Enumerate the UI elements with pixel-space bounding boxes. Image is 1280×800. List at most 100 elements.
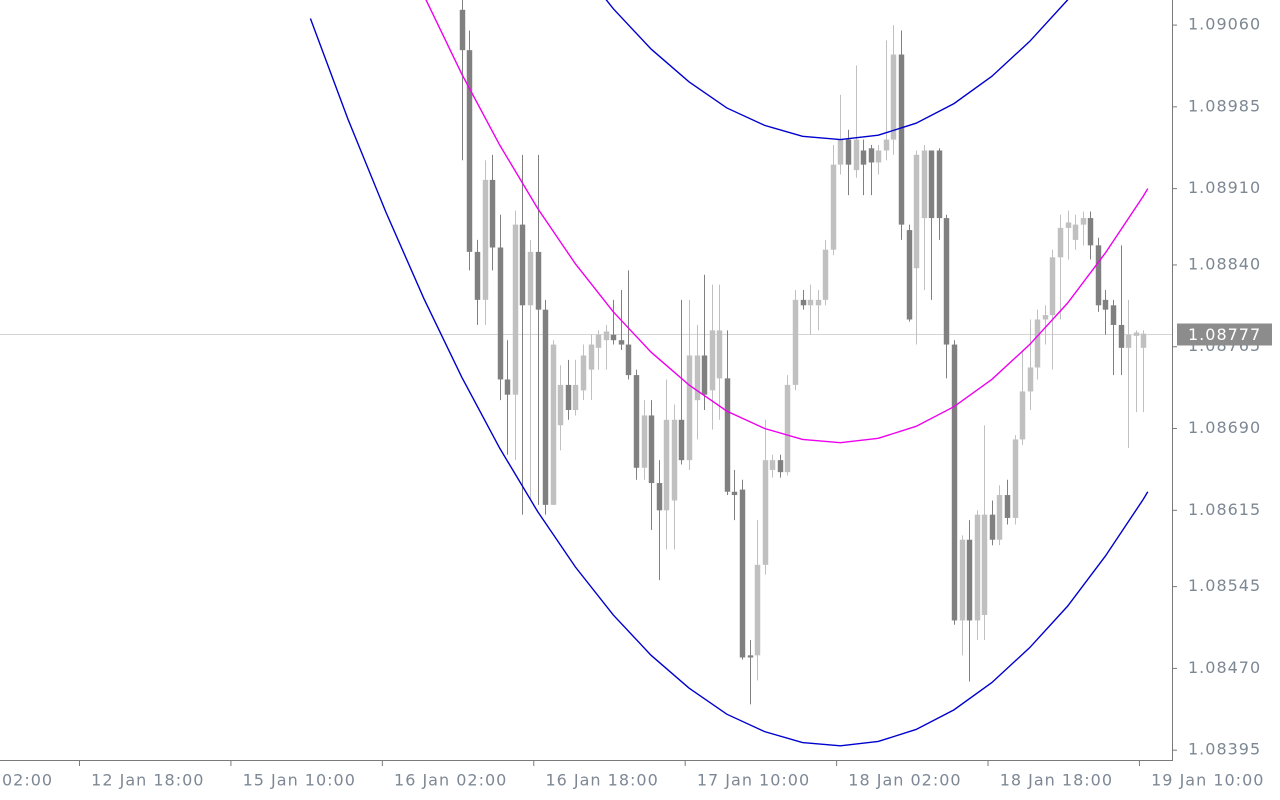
candle-body (618, 340, 625, 345)
candle-body (792, 299, 799, 385)
candle-body (588, 344, 595, 370)
candle-body (1095, 245, 1102, 306)
candle-body (656, 483, 663, 511)
candle-body (777, 460, 784, 473)
candle-body (557, 384, 564, 426)
x-tick-label: 02:00 (2, 771, 53, 790)
candle-body (724, 378, 731, 492)
candle-body (747, 655, 754, 658)
candle-body (1125, 334, 1132, 348)
y-tick-label: 1.08910 (1188, 178, 1261, 197)
candle-body (474, 251, 481, 300)
candle-body (815, 299, 822, 306)
y-tick-label: 1.08985 (1188, 96, 1261, 115)
candle-body (1065, 222, 1072, 228)
candle-body (1072, 224, 1079, 240)
candle-body (550, 344, 557, 505)
candle-body (1118, 324, 1125, 348)
candle-body (1102, 299, 1109, 310)
x-tick-label: 19 Jan 10:00 (1151, 771, 1264, 790)
candle-body (565, 384, 572, 410)
channel-line (309, 18, 1149, 747)
x-tick-label: 18 Jan 18:00 (1000, 771, 1113, 790)
candle-body (542, 309, 549, 505)
candle-body (580, 355, 587, 391)
candle-body (845, 139, 852, 165)
candle-body (868, 148, 875, 163)
candle-body (716, 330, 723, 379)
candle-body (663, 419, 670, 511)
candle-body (769, 460, 776, 470)
candle-body (936, 150, 943, 219)
channel-line (425, 0, 1149, 444)
candle-body (519, 224, 526, 306)
plot-area (0, 0, 1172, 747)
candle-body (595, 334, 602, 348)
candle-body (762, 460, 769, 565)
x-tick-label: 15 Jan 10:00 (243, 771, 356, 790)
candle-body (527, 251, 534, 306)
candle-body (959, 539, 966, 621)
candle-body (641, 415, 648, 468)
candle-body (822, 249, 829, 300)
candle-body (928, 150, 935, 219)
candle-body (504, 379, 511, 395)
candle-body (860, 150, 867, 165)
y-tick-label: 1.08395 (1188, 740, 1261, 759)
candle-body (482, 179, 489, 300)
candle-body (1080, 218, 1087, 225)
candle-body (807, 299, 814, 306)
candle-body (943, 218, 950, 345)
candle-body (1034, 319, 1041, 368)
candle-body (678, 419, 685, 461)
candle-body (1049, 257, 1056, 316)
candle-body (694, 355, 701, 401)
candle-body (1140, 333, 1147, 348)
x-tick-label: 16 Jan 02:00 (394, 771, 507, 790)
candle-body (974, 514, 981, 621)
candle-body (989, 514, 996, 540)
candle-body (648, 415, 655, 484)
candle-body (906, 230, 913, 320)
candle-body (837, 139, 844, 165)
candle-body (981, 514, 988, 615)
candle-body (633, 375, 640, 468)
candle-body (625, 344, 632, 376)
candle-body (921, 150, 928, 219)
candle-body (754, 564, 761, 656)
candle-body (1110, 305, 1117, 325)
candle-body (784, 384, 791, 473)
y-tick-label: 1.08690 (1188, 418, 1261, 437)
candle-body (497, 247, 504, 380)
y-tick-label: 1.08470 (1188, 658, 1261, 677)
candle-body (1042, 315, 1049, 320)
candle-body (1019, 391, 1026, 440)
candle-body (898, 54, 905, 225)
candle-body (1012, 439, 1019, 518)
candle-body (709, 330, 716, 391)
candle-body (883, 139, 890, 151)
candle-body (1087, 218, 1094, 246)
candle-body (951, 344, 958, 621)
candle-body (996, 495, 1003, 540)
candle-body (535, 251, 542, 310)
current-price-label: 1.08777 (1188, 325, 1261, 344)
candle-body (489, 179, 496, 248)
candle-body (875, 150, 882, 163)
axes: 1.090601.089851.089101.088401.087651.086… (2, 15, 1272, 790)
candle-body (701, 355, 708, 395)
y-tick-label: 1.08615 (1188, 500, 1261, 519)
channel-line (605, 0, 1069, 141)
candle-body (966, 539, 973, 621)
candle-body (610, 334, 617, 341)
candle-body (1133, 332, 1140, 336)
x-tick-label: 18 Jan 02:00 (848, 771, 961, 790)
x-tick-label: 16 Jan 18:00 (545, 771, 658, 790)
candle-body (800, 299, 807, 306)
candle-body (853, 139, 860, 171)
candle-body (686, 355, 693, 461)
candle-body (890, 54, 897, 140)
